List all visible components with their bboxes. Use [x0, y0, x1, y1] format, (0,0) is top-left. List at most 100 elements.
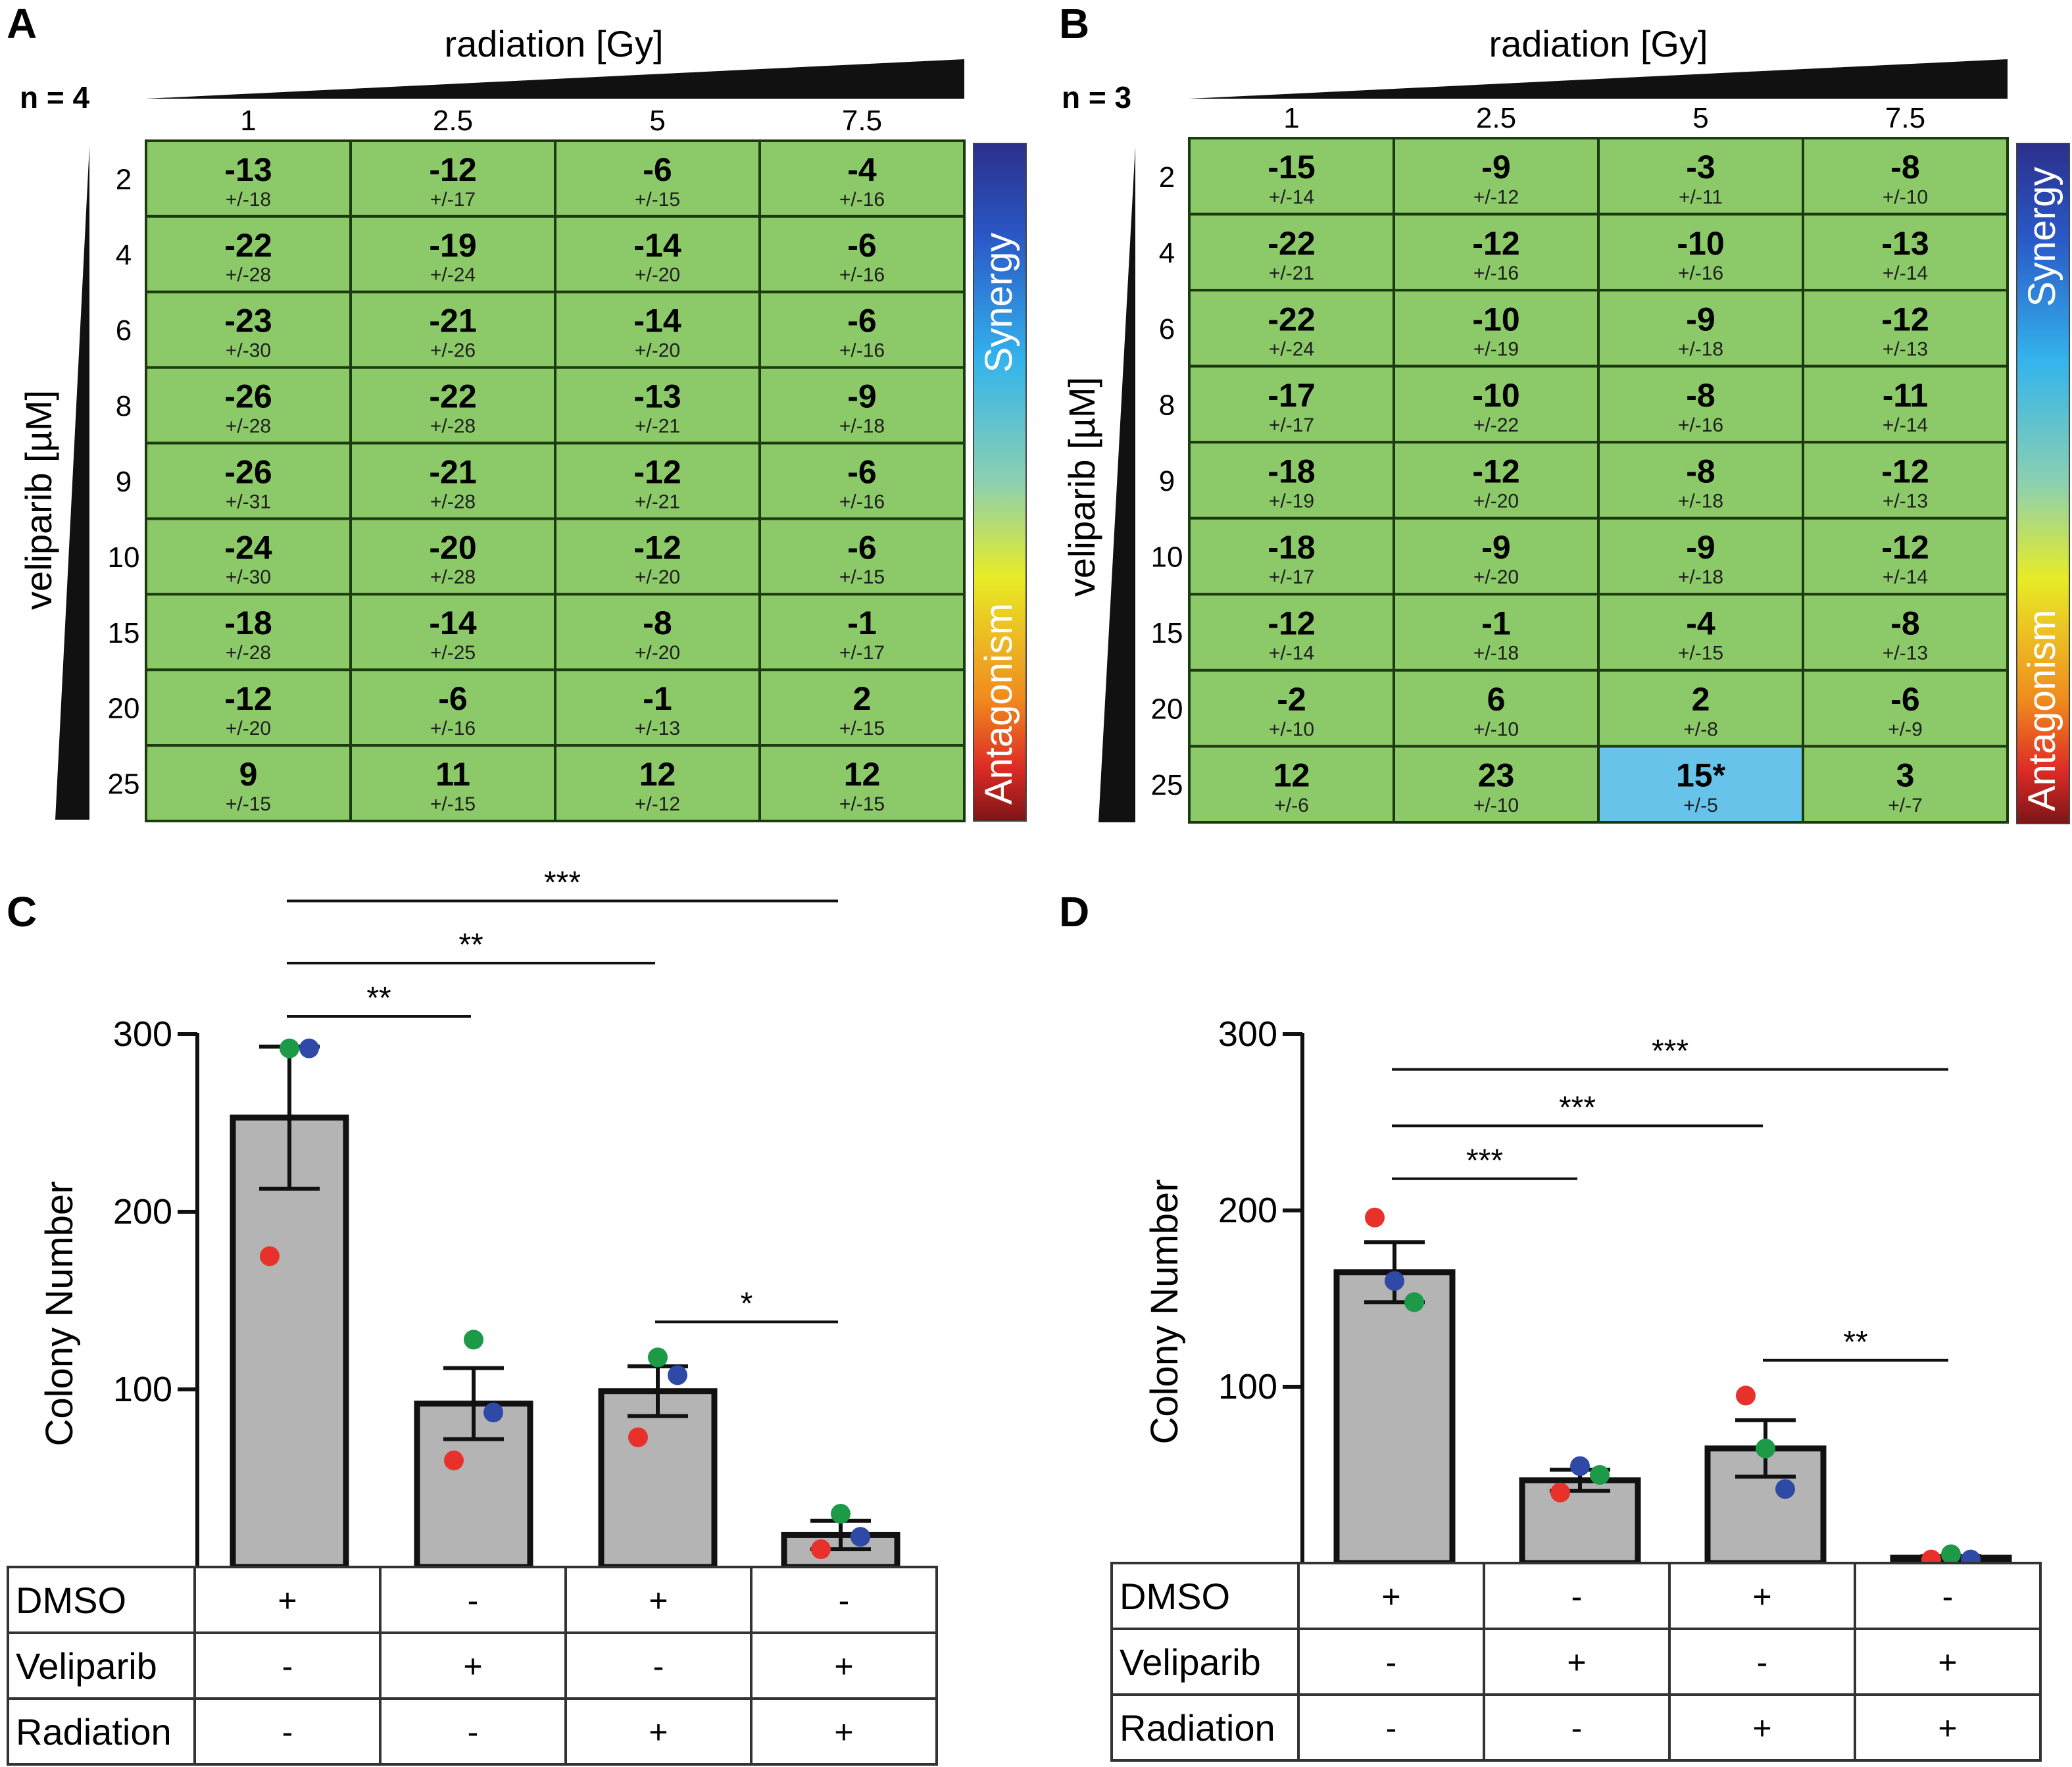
heatmap-value-b: -9 — [1481, 149, 1510, 186]
table-sign-d: + — [1752, 1710, 1771, 1747]
heatmap-error-a: +/-28 — [226, 642, 271, 664]
heatmap-error-b: +/-11 — [1679, 186, 1723, 208]
heatmap-error-a: +/-26 — [430, 340, 476, 362]
heatmap-error-a: +/-20 — [635, 264, 680, 286]
heatmap-value-a: -6 — [847, 227, 876, 264]
heatmap-value-a: -20 — [429, 529, 476, 566]
heatmap-error-b: +/-20 — [1473, 566, 1519, 588]
heatmap-error-a: +/-30 — [226, 340, 271, 362]
heatmap-error-a: +/-16 — [839, 340, 885, 362]
table-cell-d — [1297, 1628, 1485, 1696]
heatmap-error-a: +/-21 — [635, 491, 680, 512]
data-point-green-c — [464, 1330, 483, 1350]
heatmap-error-a: +/-18 — [226, 189, 271, 211]
panel-label-c: C — [7, 888, 37, 935]
heatmap-cell-a — [145, 214, 352, 293]
panel-label-b: B — [1059, 0, 1089, 47]
heatmap-cell-b — [1597, 593, 1804, 672]
heatmap-cell-a — [554, 668, 761, 747]
heatmap-error-b: +/-14 — [1269, 186, 1314, 208]
heatmap-cell-a — [145, 668, 352, 747]
heatmap-cell-b — [1188, 364, 1395, 444]
heatmap-value-a: -23 — [224, 303, 272, 339]
veliparib-tick-a: 10 — [108, 541, 140, 574]
data-point-blue-c — [668, 1365, 687, 1385]
heatmap-error-a: +/-16 — [839, 264, 885, 286]
heatmap-cell-b — [1393, 668, 1600, 748]
heatmap-error-a: +/-28 — [430, 491, 476, 512]
data-point-green-d — [1404, 1292, 1424, 1312]
data-point-blue-c — [851, 1527, 870, 1547]
heatmap-value-b: 3 — [1896, 757, 1915, 794]
colorbar-a — [973, 143, 1027, 822]
table-sign-d: + — [1752, 1578, 1771, 1615]
heatmap-value-b: -9 — [1481, 529, 1510, 566]
heatmap-value-a: -21 — [429, 303, 476, 339]
heatmap-value-a: -22 — [224, 227, 272, 264]
panel-label-d: D — [1059, 888, 1089, 935]
treatment-table-c: DMSO + - + - Veliparib - + - + Radiation - - + + — [7, 1566, 938, 1766]
table-cell-c — [193, 1697, 382, 1766]
heatmap-value-a: -12 — [633, 453, 681, 490]
heatmap-value-a: -12 — [224, 680, 272, 717]
data-point-green-c — [648, 1347, 668, 1368]
heatmap-error-a: +/-28 — [226, 415, 271, 437]
n-label-a: n = 4 — [20, 80, 90, 114]
veliparib-tick-a: 8 — [116, 390, 132, 422]
y-tick-label-d: 200 — [1218, 1191, 1277, 1230]
heatmap-error-a: +/-28 — [430, 415, 476, 437]
heatmap-value-b: -12 — [1268, 605, 1315, 642]
radiation-tick-a: 5 — [649, 105, 665, 137]
heatmap-value-b: -15 — [1268, 149, 1315, 186]
heatmap-error-a: +/-15 — [430, 793, 476, 815]
heatmap-value-a: 12 — [844, 756, 881, 793]
panel-label-a: A — [7, 0, 37, 47]
heatmap-error-a: +/-15 — [635, 189, 680, 211]
radiation-tick-b: 2.5 — [1476, 102, 1516, 134]
heatmap-cell-a — [349, 290, 556, 369]
heatmap-error-b: +/-15 — [1678, 643, 1723, 664]
heatmap-cell-a — [554, 290, 761, 369]
heatmap-cell-b — [1802, 364, 2009, 444]
heatmap-value-a: -12 — [633, 529, 681, 566]
table-sign-c: - — [839, 1582, 850, 1619]
heatmap-cell-a — [758, 366, 966, 445]
heatmap-error-a: +/-21 — [635, 415, 680, 437]
heatmap-value-b: -12 — [1472, 225, 1519, 262]
significance-label-d: ** — [1843, 1325, 1867, 1360]
colorbar-antagonism-label-b: Antagonism — [2021, 610, 2063, 811]
table-label-cell-d — [1110, 1562, 1300, 1630]
heatmap-value-b: -9 — [1686, 301, 1715, 337]
heatmap-cell-b — [1597, 516, 1804, 596]
table-row-label-c: Radiation — [16, 1711, 172, 1753]
table-sign-c: - — [653, 1648, 664, 1685]
heatmap-cell-b — [1597, 212, 1804, 292]
heatmap-value-b: -8 — [1890, 605, 1919, 642]
heatmap-error-a: +/-12 — [635, 793, 680, 815]
veliparib-tick-b: 15 — [1151, 617, 1183, 649]
heatmap-error-b: +/-8 — [1683, 718, 1718, 740]
table-label-cell-d — [1110, 1693, 1300, 1762]
significance-label-c: *** — [544, 866, 581, 901]
heatmap-cell-b — [1393, 516, 1600, 596]
heatmap-value-a: -14 — [429, 605, 476, 641]
heatmap-cell-a — [145, 366, 352, 445]
table-sign-d: - — [1757, 1644, 1768, 1681]
heatmap-value-a: -24 — [224, 529, 272, 566]
veliparib-tick-b: 20 — [1151, 693, 1183, 726]
heatmap-value-b: -17 — [1268, 377, 1315, 414]
heatmap-error-b: +/-18 — [1678, 566, 1723, 588]
table-sign-d: - — [1386, 1710, 1397, 1747]
heatmap-cell-a — [554, 214, 761, 293]
heatmap-cell-a — [145, 593, 352, 672]
heatmap-cell-b — [1393, 137, 1600, 216]
heatmap-error-a: +/-20 — [635, 642, 680, 664]
radiation-tick-a: 7.5 — [842, 105, 882, 137]
heatmap-value-b: 15* — [1676, 757, 1726, 794]
data-point-green-c — [280, 1038, 299, 1058]
heatmap-error-a: +/-13 — [635, 718, 680, 739]
table-sign-c: - — [282, 1648, 293, 1685]
heatmap-error-a: +/-15 — [839, 718, 885, 739]
heatmap-cell-a — [554, 366, 761, 445]
heatmap-value-b: 23 — [1478, 757, 1515, 794]
